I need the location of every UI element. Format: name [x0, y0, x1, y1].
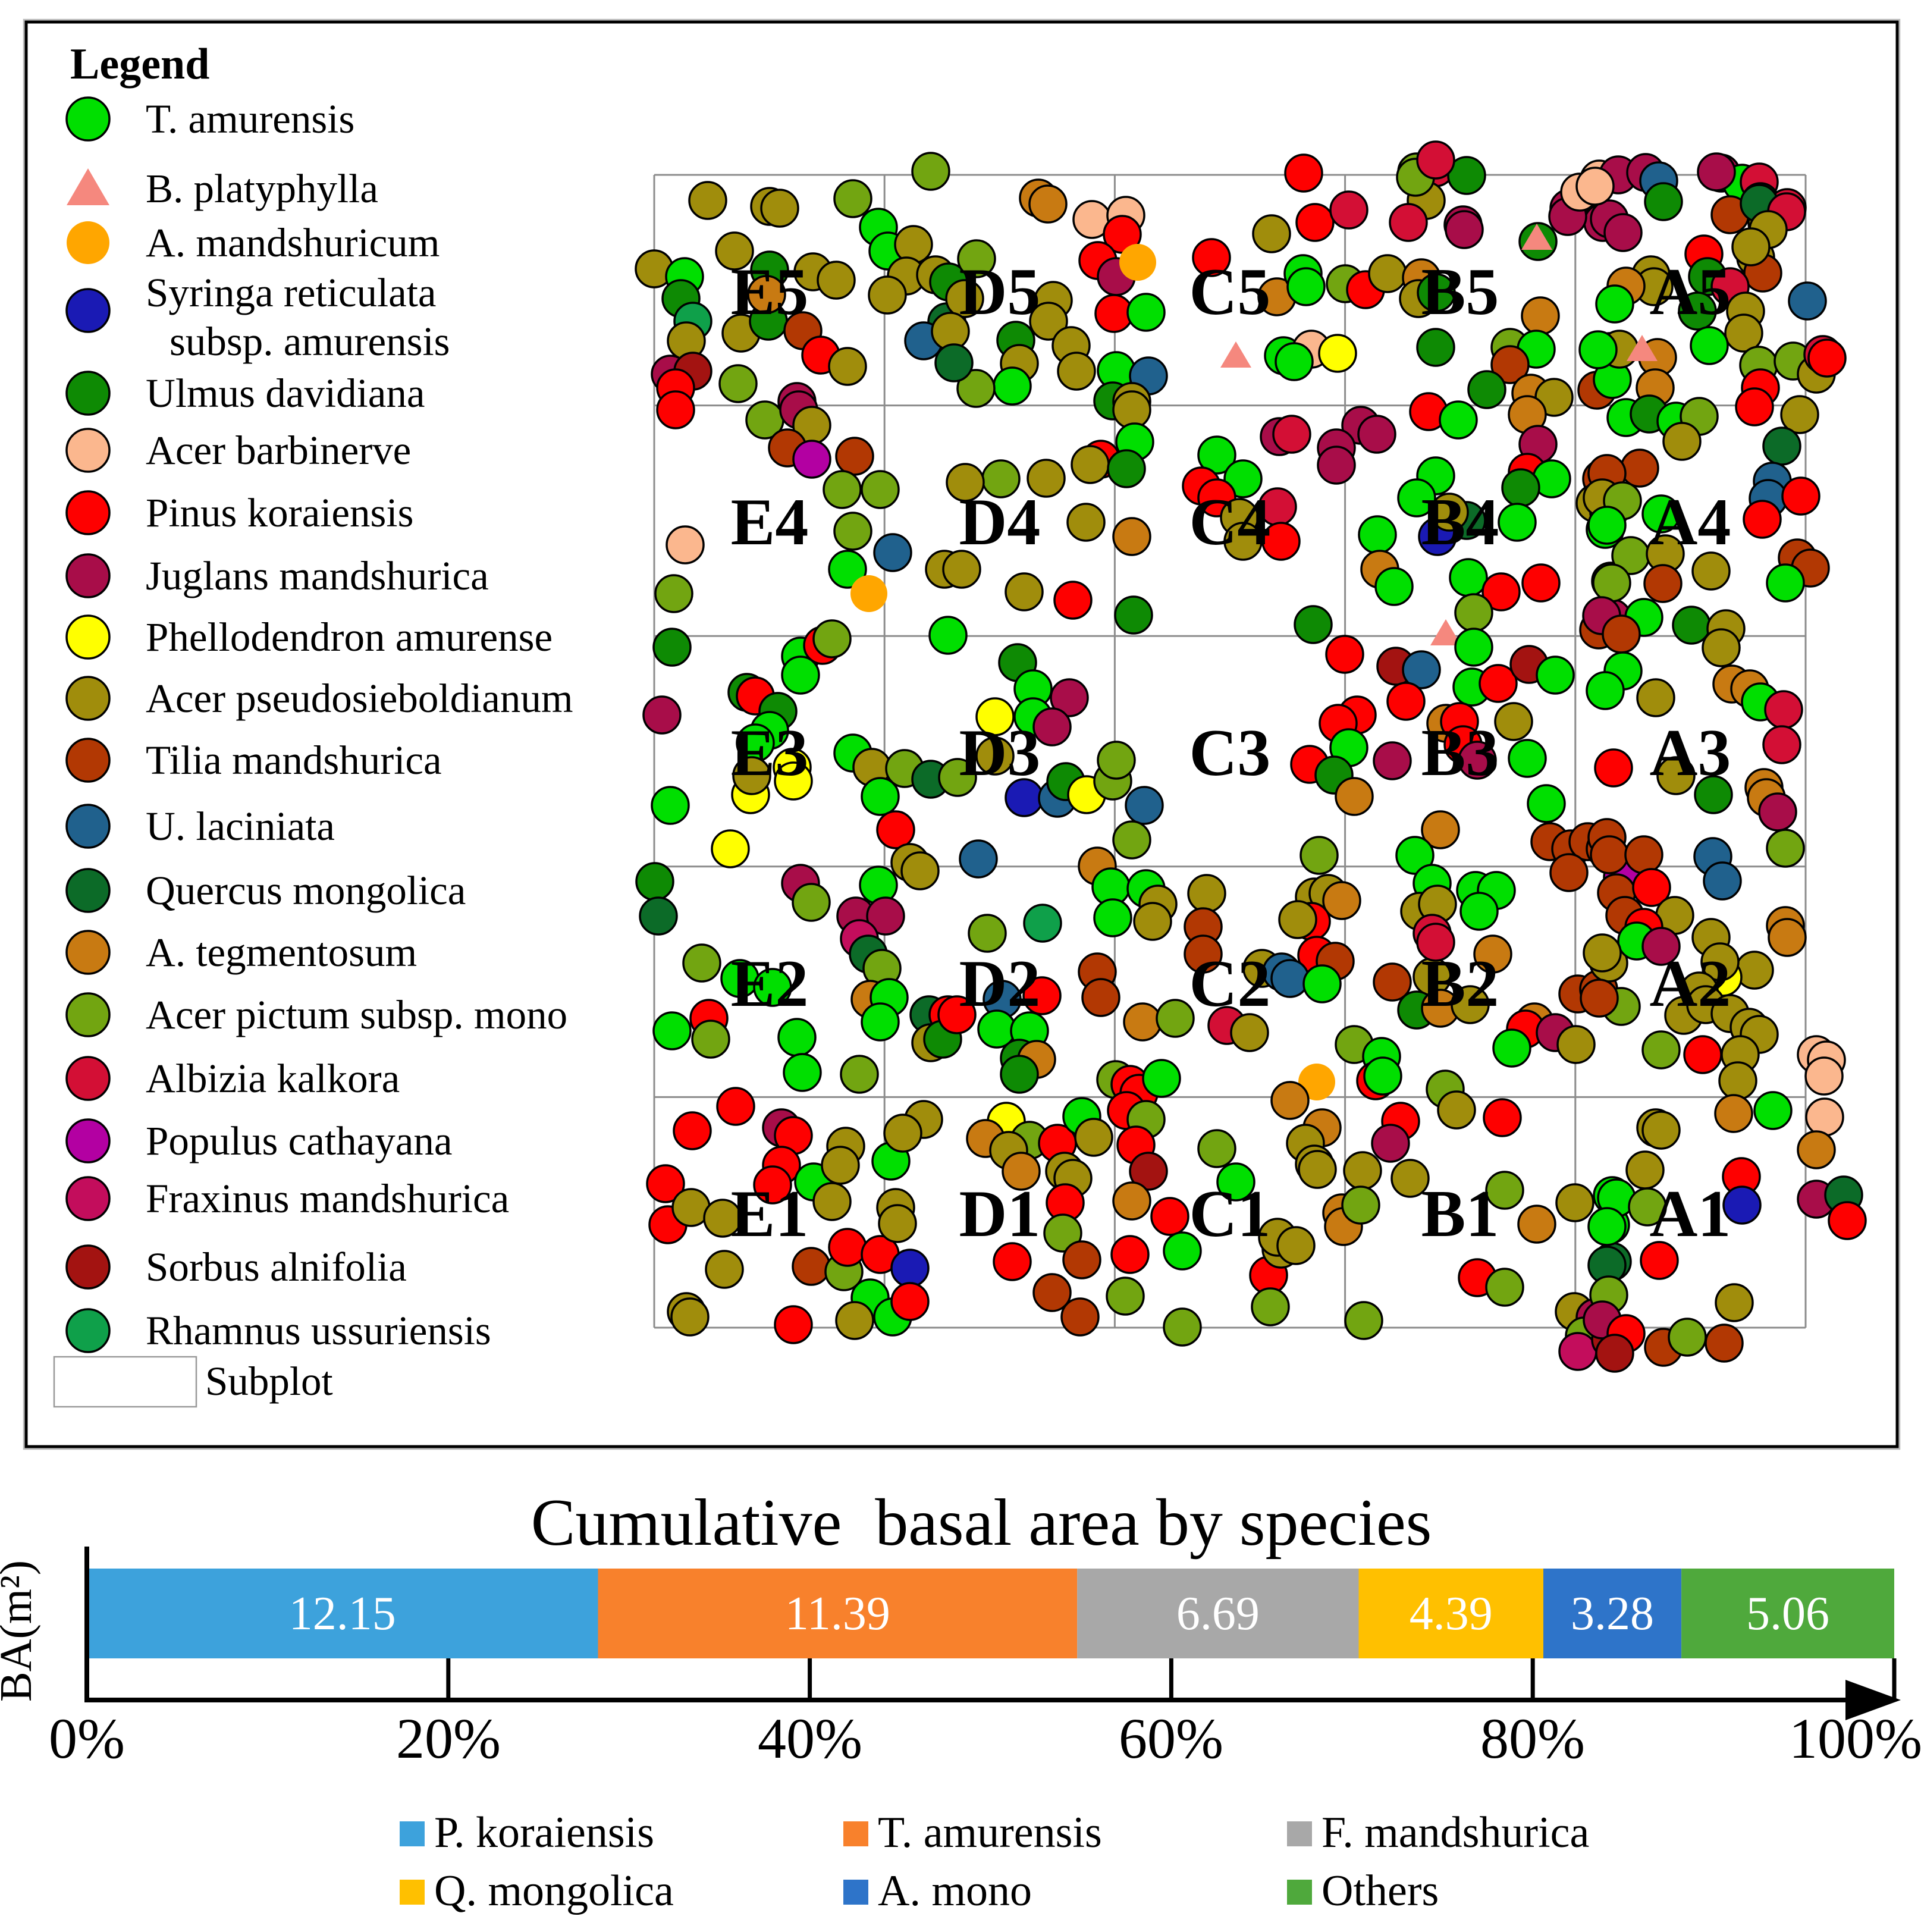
svg-text:60%: 60% — [1119, 1707, 1223, 1770]
svg-text:A2: A2 — [1650, 947, 1731, 1021]
svg-text:Acer pictum subsp. mono: Acer pictum subsp. mono — [146, 992, 567, 1037]
svg-text:12.15: 12.15 — [289, 1588, 396, 1640]
svg-text:Legend: Legend — [70, 40, 209, 89]
svg-text:A. tegmentosum: A. tegmentosum — [146, 930, 417, 975]
svg-text:100%: 100% — [1789, 1707, 1921, 1770]
svg-text:Juglans mandshurica: Juglans mandshurica — [146, 553, 489, 598]
svg-text:D1: D1 — [959, 1177, 1041, 1251]
svg-text:U. laciniata: U. laciniata — [146, 804, 335, 849]
svg-text:5.06: 5.06 — [1746, 1588, 1829, 1640]
svg-text:Phellodendron amurense: Phellodendron amurense — [146, 614, 553, 660]
svg-text:C5: C5 — [1189, 255, 1271, 329]
svg-text:B4: B4 — [1421, 485, 1499, 559]
svg-text:A5: A5 — [1650, 255, 1731, 329]
svg-text:B5: B5 — [1421, 255, 1499, 329]
svg-text:Cumulative basal area by spec: Cumulative basal area by species — [531, 1486, 1432, 1560]
svg-text:Rhamnus ussuriensis: Rhamnus ussuriensis — [146, 1308, 491, 1353]
svg-text:T. amurensis: T. amurensis — [878, 1808, 1102, 1857]
svg-text:A. mandshuricum: A. mandshuricum — [146, 220, 440, 265]
svg-text:Subplot: Subplot — [205, 1359, 333, 1404]
svg-text:D5: D5 — [959, 255, 1041, 329]
svg-text:A1: A1 — [1650, 1177, 1731, 1251]
svg-text:C4: C4 — [1189, 485, 1271, 559]
svg-text:E1: E1 — [731, 1177, 809, 1251]
svg-text:B2: B2 — [1421, 947, 1499, 1021]
svg-text:Quercus mongolica: Quercus mongolica — [146, 868, 466, 913]
svg-text:20%: 20% — [396, 1707, 501, 1770]
svg-text:Populus cathayana: Populus cathayana — [146, 1118, 452, 1163]
svg-text:subsp. amurensis: subsp. amurensis — [170, 319, 450, 364]
svg-text:40%: 40% — [758, 1707, 862, 1770]
svg-text:Q. mongolica: Q. mongolica — [434, 1867, 674, 1915]
svg-text:Syringa reticulata: Syringa reticulata — [146, 270, 437, 315]
svg-text:Fraxinus mandshurica: Fraxinus mandshurica — [146, 1176, 509, 1221]
svg-text:A4: A4 — [1650, 485, 1731, 559]
svg-text:D2: D2 — [959, 947, 1041, 1021]
svg-text:B3: B3 — [1421, 716, 1499, 790]
svg-text:B1: B1 — [1421, 1177, 1499, 1251]
svg-text:P. koraiensis: P. koraiensis — [434, 1808, 654, 1857]
svg-text:Others: Others — [1322, 1867, 1439, 1915]
svg-text:3.28: 3.28 — [1571, 1588, 1654, 1640]
svg-text:Acer barbinerve: Acer barbinerve — [146, 428, 411, 473]
svg-text:C1: C1 — [1189, 1177, 1271, 1251]
svg-text:0%: 0% — [49, 1707, 125, 1770]
svg-text:C2: C2 — [1189, 947, 1271, 1021]
svg-text:A3: A3 — [1650, 716, 1731, 790]
svg-text:Acer pseudosieboldianum: Acer pseudosieboldianum — [146, 676, 573, 721]
svg-text:A. mono: A. mono — [878, 1867, 1032, 1915]
svg-text:E3: E3 — [731, 716, 809, 790]
svg-text:F. mandshurica: F. mandshurica — [1322, 1808, 1589, 1857]
svg-text:BA(m²): BA(m²) — [0, 1560, 41, 1702]
svg-text:80%: 80% — [1480, 1707, 1585, 1770]
svg-text:11.39: 11.39 — [785, 1588, 890, 1640]
svg-text:4.39: 4.39 — [1410, 1588, 1493, 1640]
svg-text:D4: D4 — [959, 485, 1041, 559]
svg-text:B. platyphylla: B. platyphylla — [146, 166, 378, 211]
svg-text:Ulmus davidiana: Ulmus davidiana — [146, 371, 425, 416]
svg-text:Sorbus alnifolia: Sorbus alnifolia — [146, 1244, 407, 1290]
svg-text:Pinus koraiensis: Pinus koraiensis — [146, 490, 413, 535]
svg-text:E5: E5 — [731, 255, 809, 329]
svg-text:E4: E4 — [731, 485, 809, 559]
svg-text:C3: C3 — [1189, 716, 1271, 790]
svg-text:6.69: 6.69 — [1176, 1588, 1260, 1640]
svg-text:T. amurensis: T. amurensis — [146, 96, 354, 142]
svg-text:Tilia mandshurica: Tilia mandshurica — [146, 738, 442, 783]
svg-text:D3: D3 — [959, 716, 1041, 790]
svg-text:E2: E2 — [731, 947, 809, 1021]
svg-text:Albizia kalkora: Albizia kalkora — [146, 1056, 400, 1101]
